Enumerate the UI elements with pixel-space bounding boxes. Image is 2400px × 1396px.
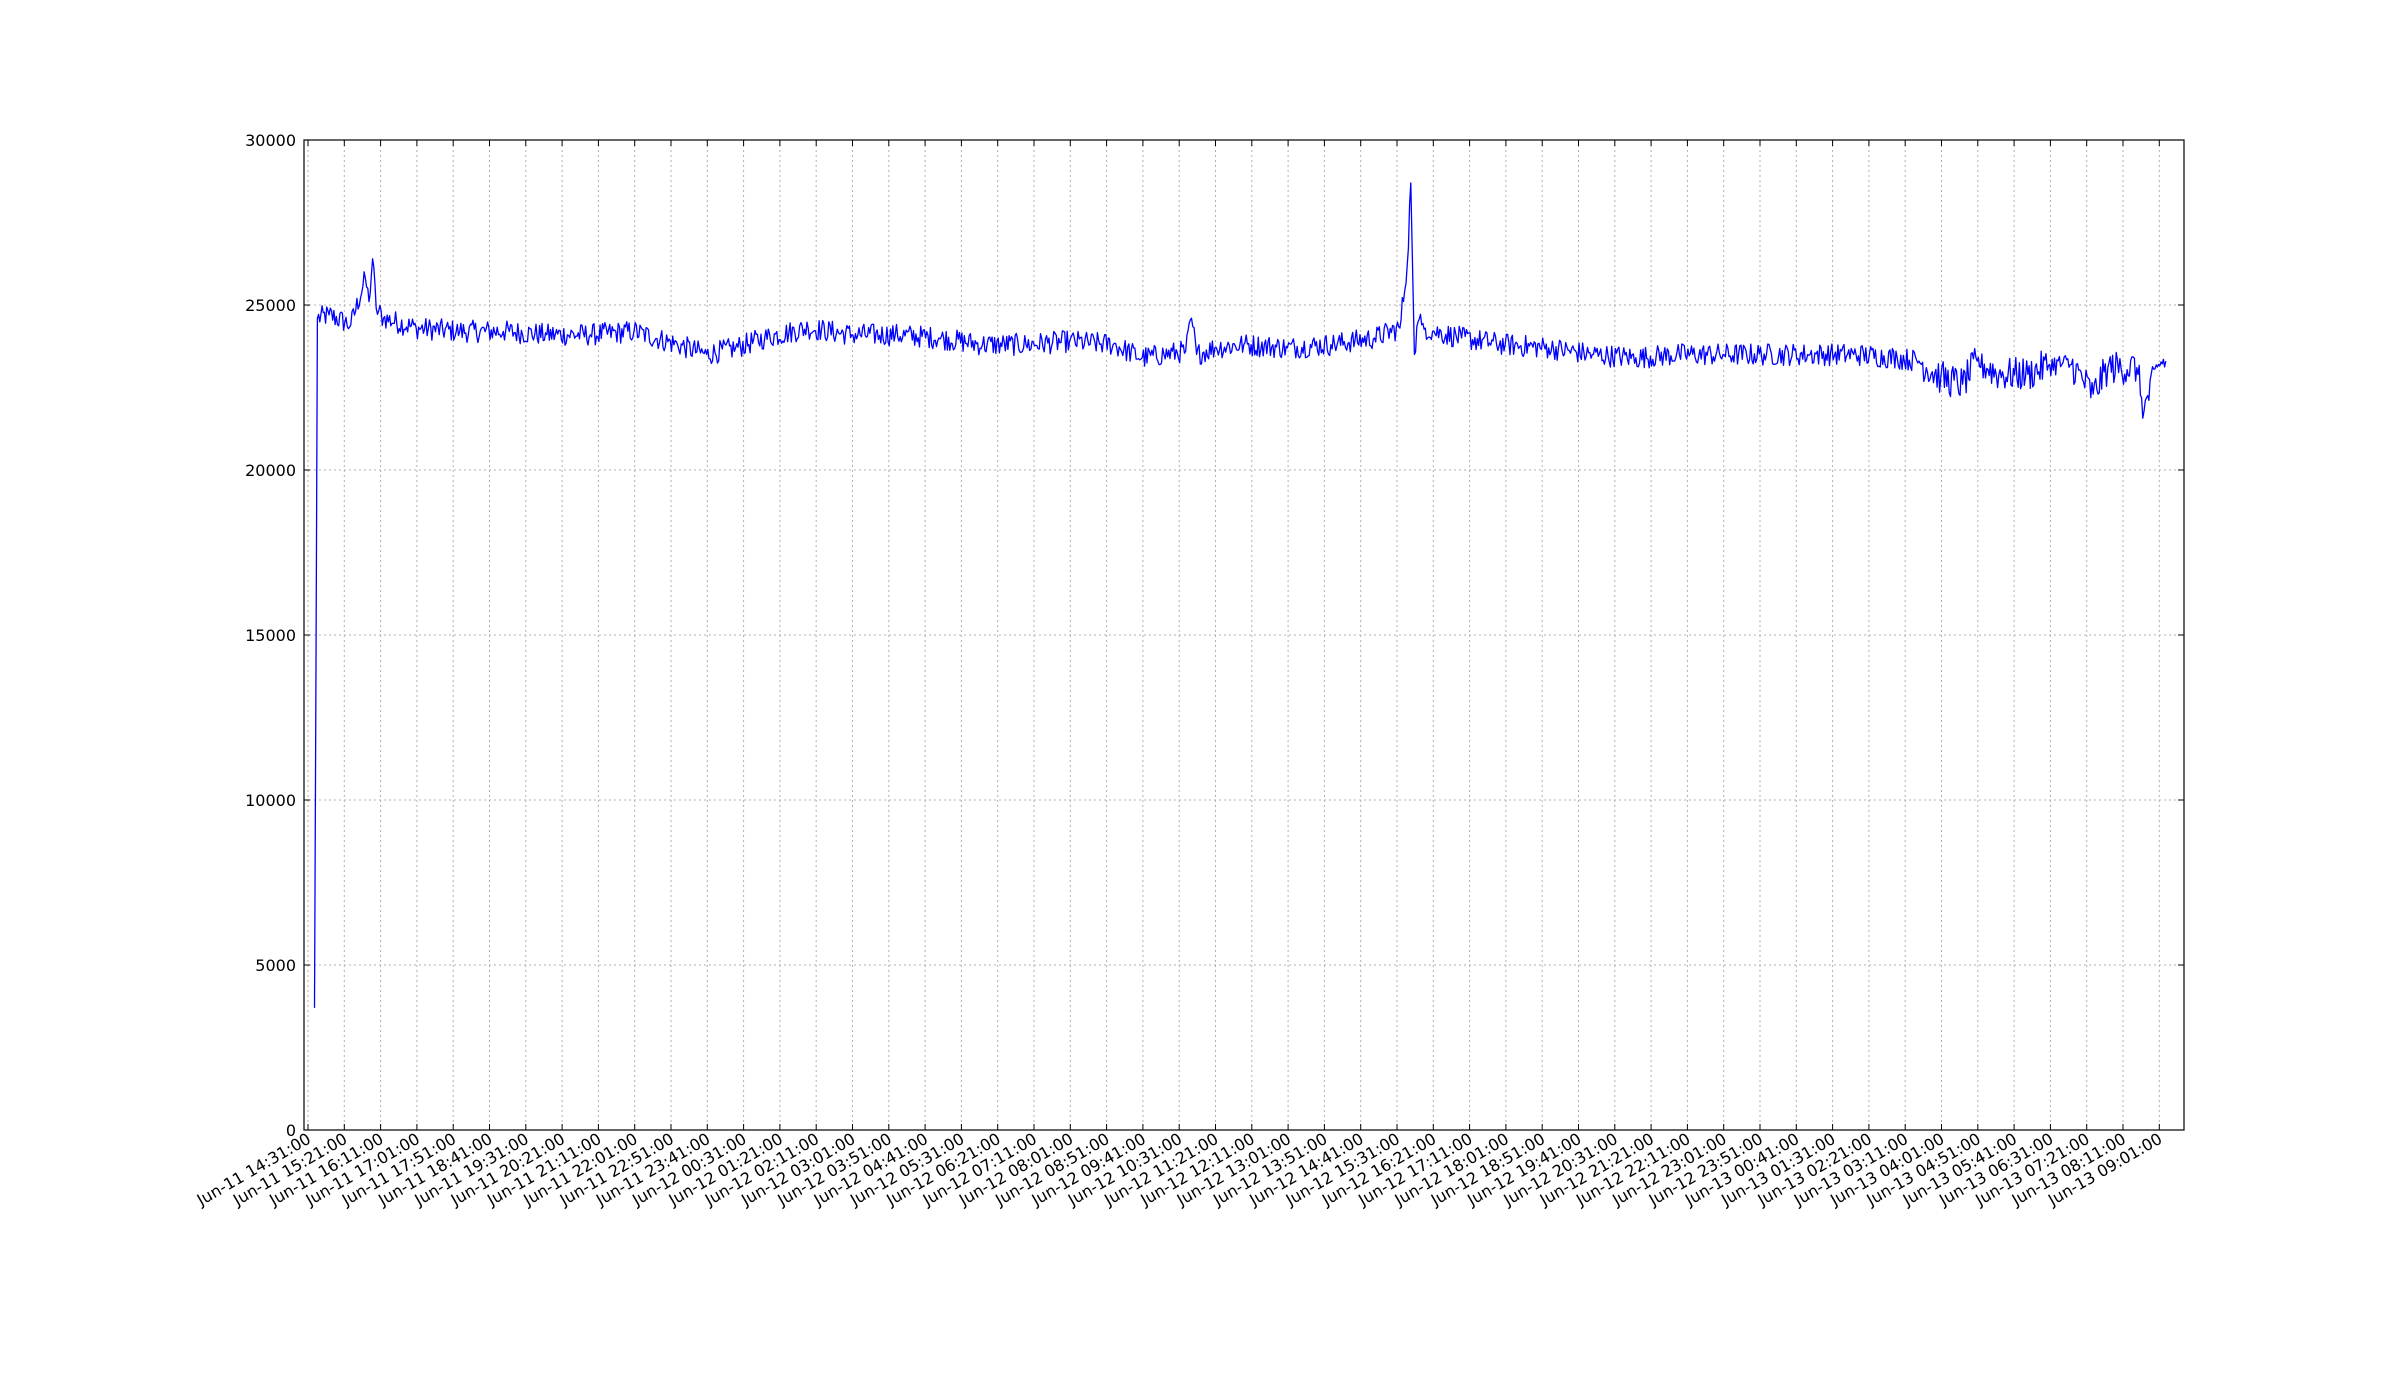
y-tick-label: 20000 [245, 461, 296, 480]
y-tick-label: 30000 [245, 131, 296, 150]
y-tick-label: 5000 [255, 956, 296, 975]
grid-lines [304, 140, 2184, 1130]
y-axis: 0 5000 10000 15000 20000 25000 30000 [245, 131, 2184, 1140]
series-group [313, 182, 2167, 1008]
y-tick-label: 25000 [245, 296, 296, 315]
y-tick-label: 0 [286, 1121, 296, 1140]
y-tick-label: 10000 [245, 791, 296, 810]
series-line-0 [313, 182, 2167, 1008]
y-tick-label: 15000 [245, 626, 296, 645]
